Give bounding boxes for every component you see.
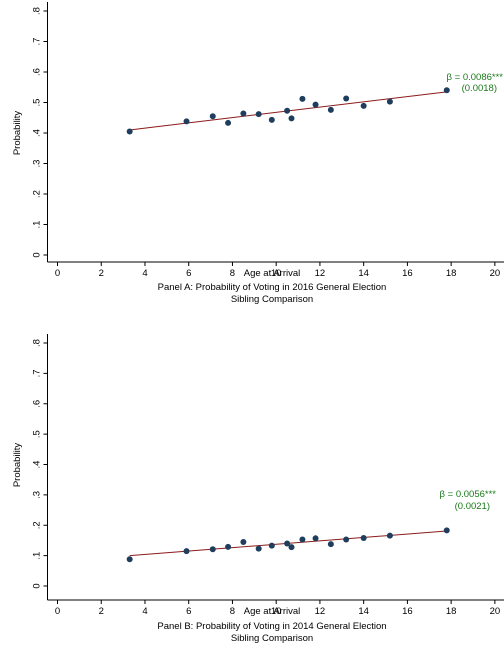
panel-a-y-tick-label: .5: [32, 99, 43, 107]
panel-a-data-point: [126, 128, 133, 135]
panel-b-x-tick-label: 0: [55, 606, 60, 617]
panel-a-data-point: [225, 119, 232, 126]
panel-a-y-tick-label: .7: [32, 38, 43, 46]
panel-b-ylabel: Probability: [12, 443, 23, 488]
panel-b-y-tick-label: .4: [32, 461, 43, 469]
panel-b-y-tick-label: .8: [32, 339, 43, 347]
panel-a-data-point: [312, 101, 319, 108]
panel-a-data-point: [386, 98, 393, 105]
panel-a-data-point: [240, 110, 247, 117]
panel-b-data-point: [360, 535, 367, 542]
panel-b-data-point: [268, 542, 275, 549]
panel-b-annotation-se: (0.0021): [455, 501, 490, 512]
panel-b-title: Panel B: Probability of Voting in 2014 G…: [157, 621, 386, 632]
panel-b-x-tick-label: 14: [358, 606, 369, 617]
panel-b-data-point: [225, 543, 232, 550]
panel-b-y-tick-label: .1: [32, 552, 43, 560]
panel-b-data-point: [443, 527, 450, 534]
panel-a-data-point: [327, 106, 334, 113]
panel-a: Probability Age at Arrival Panel A: Prob…: [12, 2, 504, 305]
panel-b-y-tick-label: .3: [32, 491, 43, 499]
panel-a-y-tick-label: .8: [32, 7, 43, 15]
panel-b-x-tick-label: 12: [315, 606, 326, 617]
panel-b-y-tick-label: .2: [32, 521, 43, 529]
panel-b-y-tick-label: .7: [32, 369, 43, 377]
panel-a-subtitle: Sibling Comparison: [231, 294, 313, 305]
panel-a-annotation-se: (0.0018): [462, 83, 497, 94]
panel-a-data-point: [255, 111, 262, 118]
panel-a-x-tick-label: 4: [142, 268, 147, 279]
panel-a-x-tick-label: 0: [55, 268, 60, 279]
panel-a-annotation-beta: β = 0.0086***: [447, 72, 504, 83]
panel-b-data-point: [240, 538, 247, 545]
panel-b-data-point: [386, 532, 393, 539]
panel-a-x-tick-label: 8: [230, 268, 235, 279]
panel-a-data-point: [284, 107, 291, 114]
panel-a-y-tick-label: .1: [32, 221, 43, 229]
panel-b-data-point: [183, 548, 190, 555]
panel-a-data-point: [299, 95, 306, 102]
panel-b-xlabel: Age at Arrival: [244, 606, 301, 617]
panel-a-data-point: [443, 87, 450, 94]
panel-b-x-tick-label: 6: [186, 606, 191, 617]
panel-a-y-tick-label: .6: [32, 68, 43, 76]
panel-b-x-tick-label: 2: [99, 606, 104, 617]
panel-b-annotation-beta: β = 0.0056***: [440, 489, 497, 500]
panel-a-x-tick-label: 20: [490, 268, 501, 279]
panel-a-data-point: [343, 95, 350, 102]
panel-a-x-tick-label: 18: [446, 268, 457, 279]
panel-a-data-point: [360, 102, 367, 109]
panel-b-data-point: [209, 546, 216, 553]
panel-b-x-tick-label: 4: [142, 606, 147, 617]
panel-a-x-tick-label: 2: [99, 268, 104, 279]
panel-b-data-point: [327, 541, 334, 548]
panel-a-data-point: [268, 116, 275, 123]
panel-b-x-tick-label: 16: [402, 606, 413, 617]
panel-b-data-point: [343, 536, 350, 543]
panel-a-x-tick-label: 10: [271, 268, 282, 279]
panel-b-x-tick-label: 18: [446, 606, 457, 617]
panel-b-x-tick-label: 10: [271, 606, 282, 617]
panel-a-xlabel: Age at Arrival: [244, 268, 301, 279]
panel-b-subtitle: Sibling Comparison: [231, 633, 313, 644]
panel-b-x-tick-label: 20: [490, 606, 501, 617]
panel-a-y-tick-label: .3: [32, 160, 43, 168]
panel-a-ylabel: Probability: [12, 111, 23, 156]
panel-b-y-tick-label: .5: [32, 430, 43, 438]
panel-a-title: Panel A: Probability of Voting in 2016 G…: [158, 282, 387, 293]
panel-b-x-tick-label: 8: [230, 606, 235, 617]
panel-b-data-point: [126, 556, 133, 563]
panel-a-data-point: [183, 118, 190, 125]
panel-a-y-tick-label: .4: [32, 129, 43, 137]
panel-b-y-tick-label: .6: [32, 400, 43, 408]
panel-a-y-tick-label: 0: [32, 252, 43, 257]
panel-b-y-tick-label: 0: [32, 583, 43, 588]
panel-a-x-tick-label: 6: [186, 268, 191, 279]
panel-a-data-point: [209, 113, 216, 120]
panel-a-y-tick-label: .2: [32, 190, 43, 198]
panel-a-x-tick-label: 14: [358, 268, 369, 279]
panel-b-data-point: [288, 544, 295, 551]
panel-b: Probability Age at Arrival Panel B: Prob…: [12, 334, 504, 644]
panel-b-data-point: [312, 535, 319, 542]
panel-a-x-tick-label: 16: [402, 268, 413, 279]
panel-b-data-point: [284, 540, 291, 547]
panel-a-x-tick-label: 12: [315, 268, 326, 279]
panel-a-data-point: [288, 115, 295, 122]
panel-b-data-point: [299, 536, 306, 543]
panel-b-data-point: [255, 545, 262, 552]
